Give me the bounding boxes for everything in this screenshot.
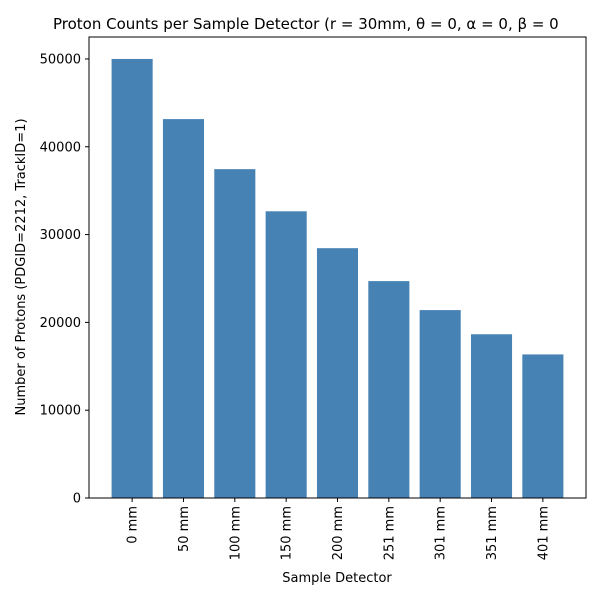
bar-8 xyxy=(522,354,564,498)
x-tick-label: 251 mm xyxy=(382,506,397,560)
x-tick-label: 50 mm xyxy=(177,506,192,552)
x-tick-label: 100 mm xyxy=(228,506,243,560)
x-tick-label: 401 mm xyxy=(536,506,551,560)
bar-7 xyxy=(470,334,513,498)
bar-6 xyxy=(419,310,461,498)
y-tick-label: 50000 xyxy=(40,52,81,67)
y-tick-label: 40000 xyxy=(40,140,81,155)
x-axis-label: Sample Detector xyxy=(282,571,392,586)
x-tick-label: 150 mm xyxy=(280,506,295,560)
bars-group xyxy=(111,58,564,499)
bar-5 xyxy=(368,281,410,498)
bar-4 xyxy=(316,248,359,498)
bar-1 xyxy=(162,119,204,498)
bar-2 xyxy=(214,169,256,498)
x-tick-label: 351 mm xyxy=(485,506,500,560)
y-tick-label: 0 xyxy=(73,492,81,507)
x-tick-label: 0 mm xyxy=(126,506,141,544)
y-tick-label: 20000 xyxy=(40,316,81,331)
x-tick-label: 200 mm xyxy=(331,506,346,560)
x-axis-ticks: 0 mm 50 mm 100 mm 150 mm 200 mm 251 mm 301 mm 3… xyxy=(126,498,551,560)
y-axis-ticks: 0 10000 20000 30000 40000 50000 xyxy=(40,52,89,507)
chart-title: Proton Counts per Sample Detector (r = 3… xyxy=(53,15,559,33)
y-tick-label: 10000 xyxy=(40,404,81,419)
x-tick-label: 301 mm xyxy=(434,506,449,560)
y-tick-label: 30000 xyxy=(40,228,81,243)
plot-frame xyxy=(88,36,587,499)
bar-3 xyxy=(265,211,307,499)
bar-0 xyxy=(111,58,153,498)
y-axis-label: Number of Protons (PDGID=2212, TrackID=1… xyxy=(14,118,29,415)
